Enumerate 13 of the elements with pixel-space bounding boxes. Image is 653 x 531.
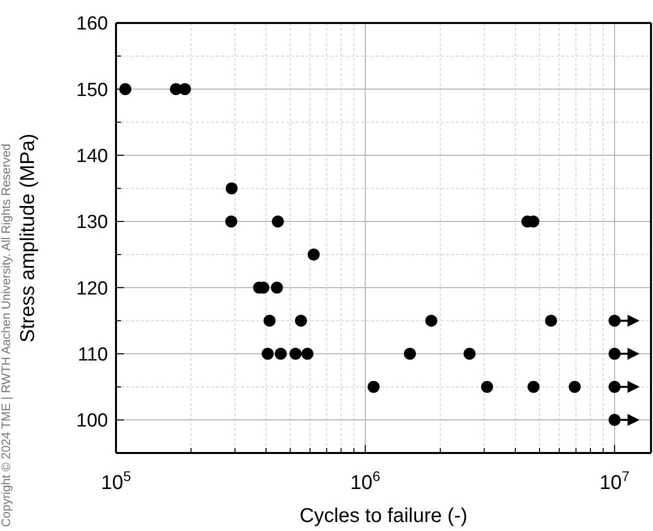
- y-tick-label: 120: [76, 278, 108, 300]
- y-tick-label: 160: [76, 14, 108, 35]
- x-tick-label: 10$^{5}$: [100, 468, 132, 494]
- y-axis-title: Stress amplitude (MPa): [17, 134, 39, 342]
- y-tick-label: 130: [76, 212, 108, 234]
- text: Copyright © 2024 TME | RWTH Aachen University. All Rights Reserved: [0, 144, 13, 527]
- x-tick-label: 10$^{6}$: [350, 468, 381, 494]
- x-axis-title: Cycles to failure (-): [300, 505, 468, 527]
- x-tick-label: 10$^{7}$: [600, 468, 630, 494]
- y-tick-label: 140: [76, 146, 108, 167]
- y-tick-label: 110: [78, 344, 108, 366]
- y-tick-label: 150: [76, 80, 108, 101]
- y-tick-label: 100: [76, 410, 108, 432]
